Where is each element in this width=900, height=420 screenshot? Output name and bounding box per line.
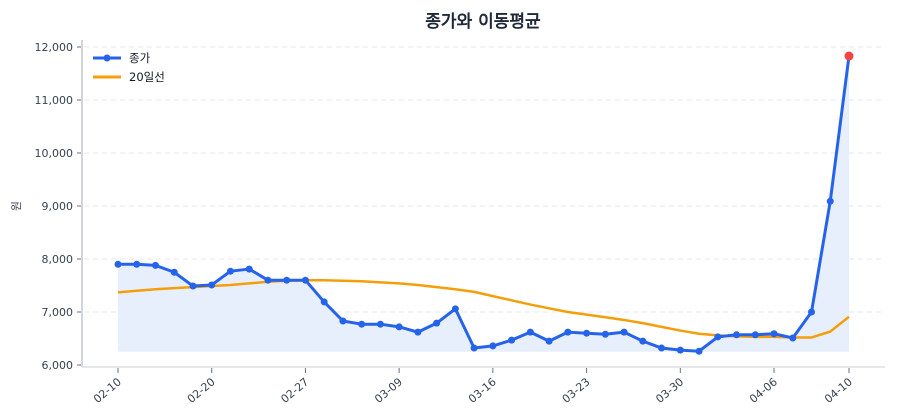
data-point xyxy=(658,344,666,352)
data-point xyxy=(620,328,628,336)
data-point xyxy=(133,260,141,268)
data-point xyxy=(695,347,703,355)
data-point xyxy=(433,319,441,327)
data-point xyxy=(564,328,572,336)
data-point xyxy=(245,265,253,273)
last-point-marker xyxy=(844,51,854,61)
data-point xyxy=(114,260,122,268)
y-tick-label: 12,000 xyxy=(35,41,74,54)
data-point xyxy=(470,344,478,352)
data-point xyxy=(358,320,366,328)
x-tick-label: 03-23 xyxy=(560,375,593,406)
x-tick-label: 02-10 xyxy=(91,375,124,406)
data-point xyxy=(395,323,403,331)
y-tick-label: 10,000 xyxy=(35,147,74,160)
y-tick-label: 11,000 xyxy=(35,94,74,107)
close-markers xyxy=(114,51,854,355)
data-point xyxy=(339,317,347,325)
data-point xyxy=(751,331,759,339)
data-point xyxy=(601,330,609,338)
data-point xyxy=(733,331,741,339)
data-point xyxy=(639,337,647,345)
data-point xyxy=(676,346,684,354)
chart-title: 종가와 이동평균 xyxy=(425,12,541,32)
x-tick-label: 03-09 xyxy=(372,375,405,406)
x-tick-label: 03-30 xyxy=(653,375,686,406)
data-point xyxy=(526,328,534,336)
close-area-fill xyxy=(118,56,849,352)
data-point xyxy=(264,276,272,284)
y-tick-label: 9,000 xyxy=(42,200,74,213)
x-tick-label: 02-20 xyxy=(185,375,218,406)
data-point xyxy=(545,337,553,345)
y-tick-label: 6,000 xyxy=(42,359,74,372)
data-point xyxy=(208,281,216,289)
legend-close-label: 종가 xyxy=(129,51,151,65)
legend-ma20-label: 20일선 xyxy=(129,70,165,84)
x-tick-label: 02-27 xyxy=(279,375,312,406)
data-point xyxy=(489,342,497,350)
data-point xyxy=(376,320,384,328)
data-point xyxy=(226,267,234,275)
data-point xyxy=(320,298,328,306)
data-point xyxy=(714,333,722,341)
data-point xyxy=(301,276,309,284)
x-tick-label: 04-10 xyxy=(822,375,855,406)
data-point xyxy=(414,328,422,336)
legend: 종가 20일선 xyxy=(93,51,165,84)
y-axis-label: 원 xyxy=(10,201,23,211)
data-point xyxy=(451,305,459,313)
y-axis: 6,000 7,000 8,000 9,000 10,000 11,000 12,000 xyxy=(35,40,83,372)
data-point xyxy=(583,329,591,337)
data-point xyxy=(283,276,291,284)
x-tick-label: 04-06 xyxy=(747,375,780,406)
y-tick-label: 7,000 xyxy=(42,306,74,319)
data-point xyxy=(826,197,834,205)
y-tick-label: 8,000 xyxy=(42,253,74,266)
data-point xyxy=(808,308,816,316)
x-tick-label: 03-16 xyxy=(466,375,499,406)
close-price-line xyxy=(118,55,851,353)
data-point xyxy=(508,336,516,344)
data-point xyxy=(789,334,797,342)
data-point xyxy=(151,261,159,269)
data-point xyxy=(170,268,178,276)
legend-close-marker xyxy=(103,54,111,62)
data-point xyxy=(189,282,197,290)
gridlines xyxy=(84,46,885,313)
data-point xyxy=(770,330,778,338)
x-axis: 02-10 02-20 02-27 03-09 03-16 03-23 03-30 04-06… xyxy=(82,366,885,406)
